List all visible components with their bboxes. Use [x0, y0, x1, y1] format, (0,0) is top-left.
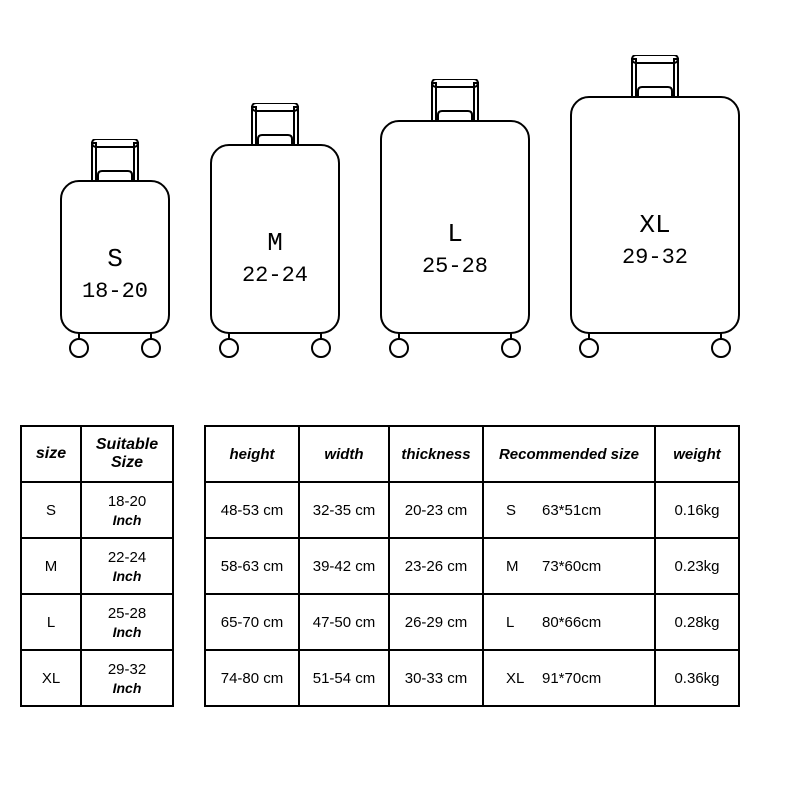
cell-size: XL [21, 650, 81, 706]
cell-size: S [21, 482, 81, 538]
unit-inch: Inch [82, 568, 172, 584]
cell-weight: 0.16kg [655, 482, 739, 538]
unit-inch: Inch [82, 680, 172, 696]
table-row: XL29-32Inch [21, 650, 173, 706]
header-width: width [299, 426, 389, 482]
suitcase-m: M22-24 [201, 103, 349, 361]
table-row: 48-53 cm32-35 cm20-23 cmS63*51cm0.16kg [205, 482, 739, 538]
suitcase-size-text: XL [561, 207, 749, 243]
cell-suitable: 29-32Inch [81, 650, 173, 706]
suitcase-range-text: 22-24 [201, 261, 349, 292]
table-row: L25-28Inch [21, 594, 173, 650]
suitcase-label: M22-24 [201, 225, 349, 292]
table-header-row: size Suitable Size [21, 426, 173, 482]
size-suitable-table: size Suitable Size S18-20InchM22-24InchL… [20, 425, 174, 707]
cell-thickness: 30-33 cm [389, 650, 483, 706]
suitcase-range-text: 18-20 [51, 277, 179, 308]
cell-recommended: L80*66cm [483, 594, 655, 650]
tables-area: size Suitable Size S18-20InchM22-24InchL… [0, 425, 800, 707]
suitcase-size-text: M [201, 225, 349, 261]
cell-width: 51-54 cm [299, 650, 389, 706]
header-size: size [21, 426, 81, 482]
luggage-size-chart: S18-20 M22-24 L25-28 [0, 0, 800, 800]
suitcase-range-text: 29-32 [561, 243, 749, 274]
suitcase-label: S18-20 [51, 241, 179, 308]
cell-size: M [21, 538, 81, 594]
cell-weight: 0.36kg [655, 650, 739, 706]
cell-weight: 0.28kg [655, 594, 739, 650]
cell-height: 48-53 cm [205, 482, 299, 538]
dimensions-table: height width thickness Recommended size … [204, 425, 740, 707]
table-row: 58-63 cm39-42 cm23-26 cmM73*60cm0.23kg [205, 538, 739, 594]
suitcase-xl: XL29-32 [561, 55, 749, 361]
cell-suitable: 18-20Inch [81, 482, 173, 538]
suitcase-illustration-row: S18-20 M22-24 L25-28 [0, 55, 800, 361]
header-thickness: thickness [389, 426, 483, 482]
table-row: S18-20Inch [21, 482, 173, 538]
cell-thickness: 20-23 cm [389, 482, 483, 538]
header-weight: weight [655, 426, 739, 482]
cell-width: 32-35 cm [299, 482, 389, 538]
unit-inch: Inch [82, 512, 172, 528]
table-row: 74-80 cm51-54 cm30-33 cmXL91*70cm0.36kg [205, 650, 739, 706]
cell-width: 39-42 cm [299, 538, 389, 594]
cell-thickness: 26-29 cm [389, 594, 483, 650]
cell-recommended: S63*51cm [483, 482, 655, 538]
table-row: 65-70 cm47-50 cm26-29 cmL80*66cm0.28kg [205, 594, 739, 650]
table-row: M22-24Inch [21, 538, 173, 594]
suitcase-label: XL29-32 [561, 207, 749, 274]
cell-height: 74-80 cm [205, 650, 299, 706]
cell-size: L [21, 594, 81, 650]
suitcase-size-text: S [51, 241, 179, 277]
header-suitable-size: Suitable Size [81, 426, 173, 482]
cell-height: 58-63 cm [205, 538, 299, 594]
cell-suitable: 22-24Inch [81, 538, 173, 594]
suitcase-label: L25-28 [371, 216, 539, 283]
cell-recommended: M73*60cm [483, 538, 655, 594]
header-recommended-size: Recommended size [483, 426, 655, 482]
cell-recommended: XL91*70cm [483, 650, 655, 706]
header-height: height [205, 426, 299, 482]
unit-inch: Inch [82, 624, 172, 640]
cell-width: 47-50 cm [299, 594, 389, 650]
suitcase-size-text: L [371, 216, 539, 252]
cell-thickness: 23-26 cm [389, 538, 483, 594]
cell-suitable: 25-28Inch [81, 594, 173, 650]
suitcase-range-text: 25-28 [371, 252, 539, 283]
cell-weight: 0.23kg [655, 538, 739, 594]
suitcase-l: L25-28 [371, 79, 539, 361]
suitcase-s: S18-20 [51, 139, 179, 361]
cell-height: 65-70 cm [205, 594, 299, 650]
table-header-row: height width thickness Recommended size … [205, 426, 739, 482]
